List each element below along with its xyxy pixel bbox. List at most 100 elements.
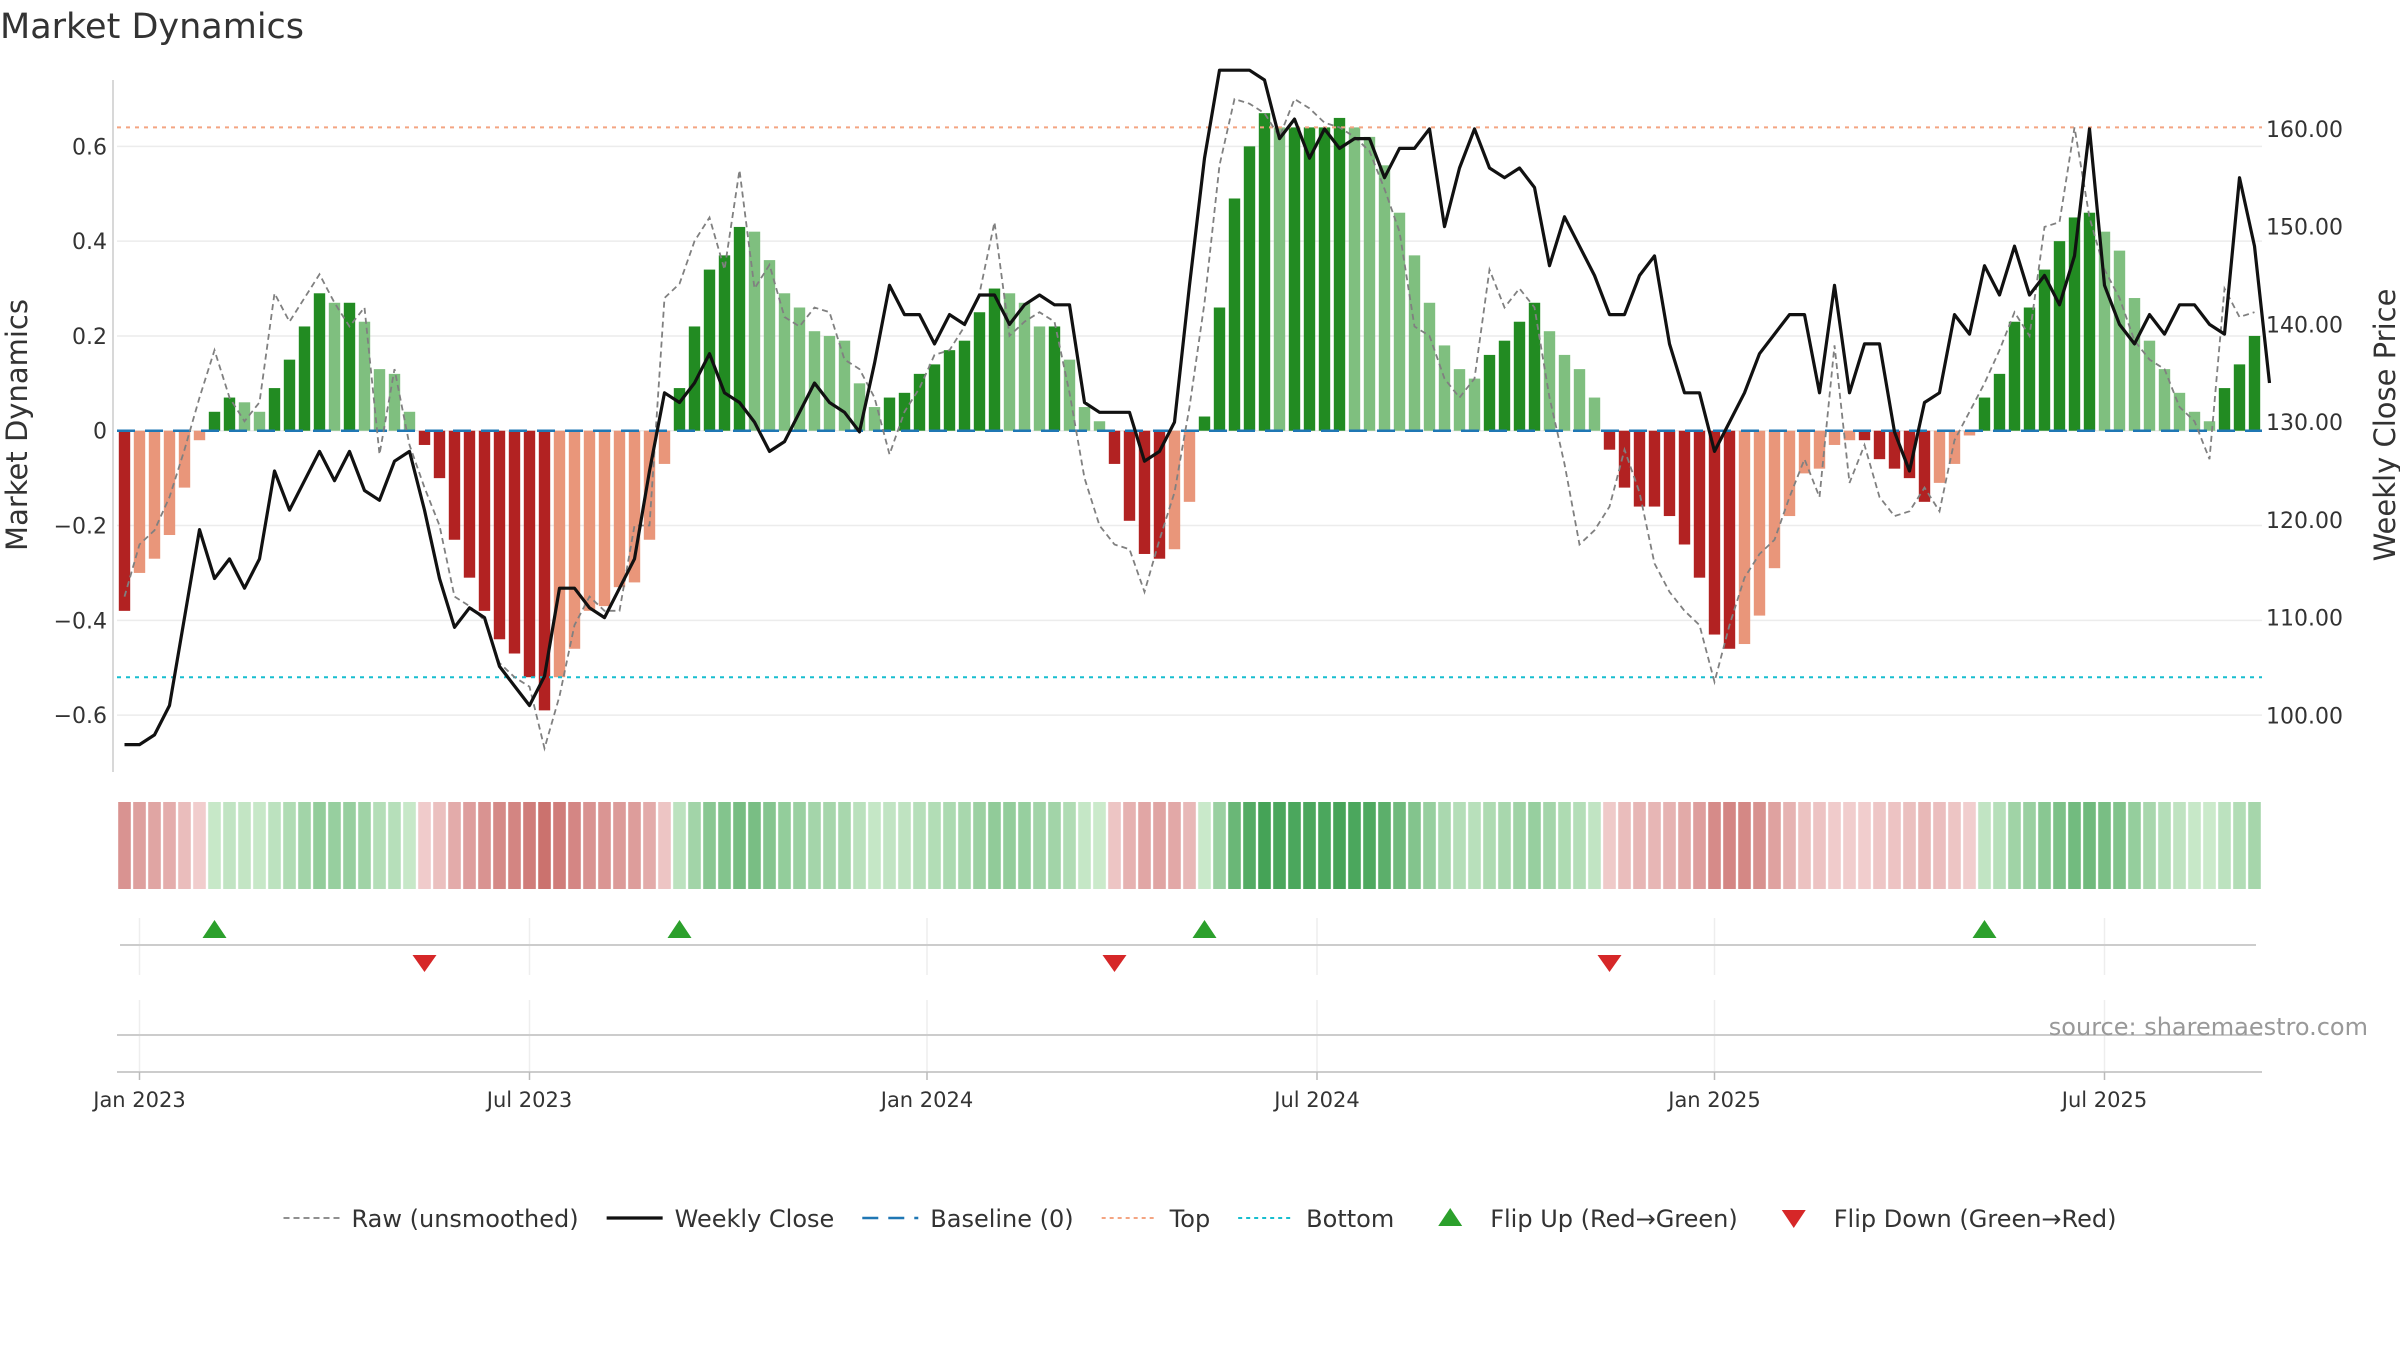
legend: Raw (unsmoothed) Weekly Close Baseline (0)… — [283, 1205, 2117, 1233]
strip-cell — [733, 802, 746, 889]
strip-cell — [268, 802, 281, 889]
strip-cell — [1663, 802, 1676, 889]
strip-cell — [1543, 802, 1556, 889]
strip-cell — [1813, 802, 1826, 889]
strip-cell — [1078, 802, 1091, 889]
strip-cell — [1693, 802, 1706, 889]
strip-cell — [1558, 802, 1571, 889]
strip-cell — [1618, 802, 1631, 889]
right-axis-title: Weekly Close Price — [2368, 289, 2400, 562]
dynamics-bar — [988, 288, 1001, 431]
dynamics-bar — [1873, 430, 1886, 460]
strip-cell — [1183, 802, 1196, 889]
strip-cell — [838, 802, 851, 889]
strip-cell — [478, 802, 491, 889]
dynamics-bar — [2068, 217, 2081, 431]
strip-cell — [988, 802, 1001, 889]
dynamics-bar — [1783, 430, 1796, 517]
dynamics-bar — [448, 430, 461, 540]
dynamics-bar — [343, 302, 356, 431]
strip-cell — [1918, 802, 1931, 889]
chart-title: Market Dynamics — [0, 7, 304, 47]
dynamics-bar — [2203, 421, 2216, 431]
strip-cell — [1498, 802, 1511, 889]
strip-cell — [583, 802, 596, 889]
strip-cell — [673, 802, 686, 889]
dynamics-bar — [1228, 198, 1241, 431]
dynamics-bar — [868, 407, 881, 431]
dynamics-bar — [1813, 430, 1826, 469]
left-tick-label: 0.2 — [72, 325, 107, 350]
dynamics-bar — [388, 373, 401, 431]
strip-cell — [433, 802, 446, 889]
strip-cell — [1423, 802, 1436, 889]
strip-cell — [1843, 802, 1856, 889]
right-axis-ticks: 160.00 150.00 140.00 130.00 120.00 110.00 100.… — [2266, 118, 2343, 729]
dynamics-bar — [373, 369, 386, 431]
strip-cell — [343, 802, 356, 889]
strip-cell — [493, 802, 506, 889]
strip-cell — [2188, 802, 2201, 889]
strip-cell — [1648, 802, 1661, 889]
dynamics-bar — [1993, 373, 2006, 431]
strip-cell — [2143, 802, 2156, 889]
strip-cell — [1993, 802, 2006, 889]
dynamics-bar — [733, 226, 746, 431]
x-tick-label: Jan 2025 — [1666, 1088, 1761, 1112]
dynamics-bar — [703, 269, 716, 431]
strip-cell — [688, 802, 701, 889]
strip-cell — [1888, 802, 1901, 889]
strip-cell — [508, 802, 521, 889]
dynamics-bar — [2053, 241, 2066, 431]
strip-cell — [718, 802, 731, 889]
dynamics-bar — [238, 402, 251, 431]
source-label: source: sharemaestro.com — [2049, 1013, 2368, 1041]
dynamics-bar — [118, 430, 131, 611]
strip-cell — [1153, 802, 1166, 889]
strip-cell — [1063, 802, 1076, 889]
strip-cell — [1513, 802, 1526, 889]
strip-cell — [1198, 802, 1211, 889]
strip-cell — [148, 802, 161, 889]
dynamics-bar — [1213, 307, 1226, 431]
strip-cell — [538, 802, 551, 889]
flip-down-marker — [412, 955, 437, 972]
strip-cell — [1378, 802, 1391, 889]
strip-cell — [2068, 802, 2081, 889]
strip-cell — [2158, 802, 2171, 889]
strip-cell — [1408, 802, 1421, 889]
legend-item: Raw (unsmoothed) — [283, 1205, 579, 1233]
strip-cell — [1438, 802, 1451, 889]
dynamics-bar — [1198, 416, 1211, 431]
strip-cell — [2038, 802, 2051, 889]
strip-cell — [1393, 802, 1406, 889]
strip-cell — [613, 802, 626, 889]
dynamics-bar — [1483, 354, 1496, 431]
strip-cell — [658, 802, 671, 889]
strip-cell — [643, 802, 656, 889]
strip-cell — [1018, 802, 1031, 889]
strip-cell — [1678, 802, 1691, 889]
dynamics-bar — [1678, 430, 1691, 545]
strip-cell — [808, 802, 821, 889]
flip-panel-grid — [138, 918, 2106, 975]
dynamics-bar — [1318, 127, 1331, 431]
strip-cell — [1603, 802, 1616, 889]
dynamics-bar — [463, 430, 476, 578]
dynamics-bar — [193, 430, 206, 441]
dynamics-bar — [583, 430, 596, 611]
dynamics-bar — [1738, 430, 1751, 645]
strip-cell — [193, 802, 206, 889]
left-axis-ticks: 0.6 0.4 0.2 0 −0.2 −0.4 −0.6 — [54, 135, 107, 729]
legend-item: Weekly Close — [606, 1205, 834, 1233]
dynamics-bar — [1468, 378, 1481, 431]
strip-cell — [418, 802, 431, 889]
strip-cell — [1108, 802, 1121, 889]
right-tick-label: 160.00 — [2266, 118, 2343, 143]
strip-cell — [823, 802, 836, 889]
dynamics-bar — [433, 430, 446, 479]
strip-cell — [598, 802, 611, 889]
dynamics-bar — [943, 350, 956, 431]
dynamics-bar — [793, 307, 806, 431]
dynamics-bar — [1753, 430, 1766, 616]
